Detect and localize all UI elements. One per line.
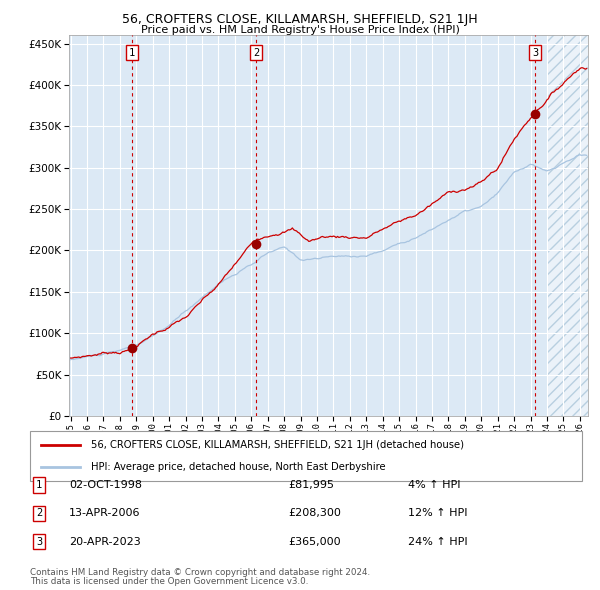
Text: 2: 2 [36,509,42,518]
Text: £81,995: £81,995 [288,480,334,490]
FancyBboxPatch shape [30,431,582,481]
Text: 3: 3 [532,48,539,57]
Text: 3: 3 [36,537,42,546]
Text: 20-APR-2023: 20-APR-2023 [69,537,141,546]
Text: 12% ↑ HPI: 12% ↑ HPI [408,509,467,518]
Text: This data is licensed under the Open Government Licence v3.0.: This data is licensed under the Open Gov… [30,577,308,586]
Text: 02-OCT-1998: 02-OCT-1998 [69,480,142,490]
Text: 1: 1 [129,48,136,57]
Text: 24% ↑ HPI: 24% ↑ HPI [408,537,467,546]
Text: £208,300: £208,300 [288,509,341,518]
Text: 56, CROFTERS CLOSE, KILLAMARSH, SHEFFIELD, S21 1JH (detached house): 56, CROFTERS CLOSE, KILLAMARSH, SHEFFIEL… [91,440,464,450]
Text: £365,000: £365,000 [288,537,341,546]
Text: 2: 2 [253,48,259,57]
Text: 1: 1 [36,480,42,490]
Text: Contains HM Land Registry data © Crown copyright and database right 2024.: Contains HM Land Registry data © Crown c… [30,568,370,577]
Bar [547,35,588,416]
Text: 56, CROFTERS CLOSE, KILLAMARSH, SHEFFIELD, S21 1JH: 56, CROFTERS CLOSE, KILLAMARSH, SHEFFIEL… [122,13,478,26]
Text: 13-APR-2006: 13-APR-2006 [69,509,140,518]
Text: 4% ↑ HPI: 4% ↑ HPI [408,480,461,490]
Text: Price paid vs. HM Land Registry's House Price Index (HPI): Price paid vs. HM Land Registry's House … [140,25,460,35]
Text: HPI: Average price, detached house, North East Derbyshire: HPI: Average price, detached house, Nort… [91,462,385,472]
Bar [547,35,588,416]
